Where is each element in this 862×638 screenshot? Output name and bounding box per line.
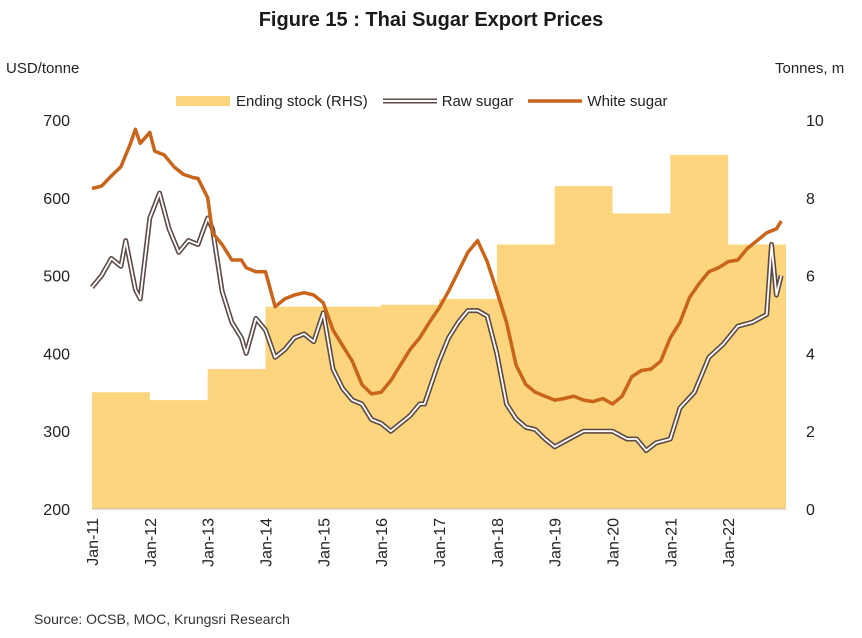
chart-title: Figure 15 : Thai Sugar Export Prices — [258, 9, 604, 31]
axes-group: 700 600 500 400 300 200 10 8 6 4 2 0 Jan-11 Jan-12 Jan… — [43, 113, 824, 567]
x-tick-label: Jan-12 — [143, 518, 160, 567]
y2-tick-label: 4 — [806, 346, 815, 363]
x-tick-label: Jan-21 — [663, 518, 680, 567]
legend: Ending stock (RHS) Raw sugar White sugar — [176, 91, 681, 111]
x-tick-label: Jan-16 — [374, 518, 391, 567]
x-tick-label: Jan-17 — [432, 518, 449, 567]
legend-swatch-white — [528, 99, 583, 103]
left-axis-title: USD/tonne — [6, 60, 80, 77]
x-tick-label: Jan-11 — [85, 518, 102, 566]
y-tick-label: 400 — [43, 346, 70, 363]
right-axis-title: Tonnes, m — [775, 60, 845, 77]
white-sugar-line — [91, 127, 783, 406]
white-sugar-group — [91, 127, 783, 406]
raw-sugar-group — [90, 190, 784, 454]
legend-item-stock: Ending stock (RHS) — [176, 93, 368, 110]
legend-label-stock: Ending stock (RHS) — [236, 92, 368, 110]
legend-swatch-stock — [176, 96, 230, 106]
y2-tick-label: 2 — [806, 424, 815, 441]
y-tick-label: 700 — [43, 113, 70, 130]
stock-area-group — [92, 155, 786, 509]
y2-tick-label: 10 — [806, 113, 824, 130]
x-tick-label: Jan-20 — [606, 518, 623, 567]
legend-swatch-raw — [382, 98, 437, 104]
x-tick-label: Jan-22 — [721, 518, 738, 567]
x-tick-label: Jan-13 — [201, 518, 218, 567]
x-tick-label: Jan-19 — [548, 518, 565, 567]
legend-label-raw: Raw sugar — [441, 92, 514, 110]
x-tick-label: Jan-15 — [316, 518, 333, 567]
source-note: Source: OCSB, MOC, Krungsri Research — [34, 611, 290, 627]
y2-tick-label: 0 — [806, 502, 815, 519]
y-tick-label: 300 — [43, 424, 70, 441]
stock-area — [92, 155, 786, 509]
x-tick-label: Jan-18 — [490, 518, 507, 567]
legend-label-white: White sugar — [587, 92, 668, 110]
legend-item-raw: Raw sugar — [382, 92, 514, 110]
y-tick-label: 600 — [43, 191, 70, 208]
y2-tick-label: 6 — [806, 269, 815, 286]
x-tick-label: Jan-14 — [259, 518, 276, 567]
raw-sugar-line-inner — [91, 192, 783, 452]
legend-item-white: White sugar — [527, 93, 667, 110]
y-tick-label: 200 — [43, 502, 70, 519]
y2-tick-label: 8 — [806, 191, 815, 208]
y-tick-label: 500 — [43, 269, 70, 286]
